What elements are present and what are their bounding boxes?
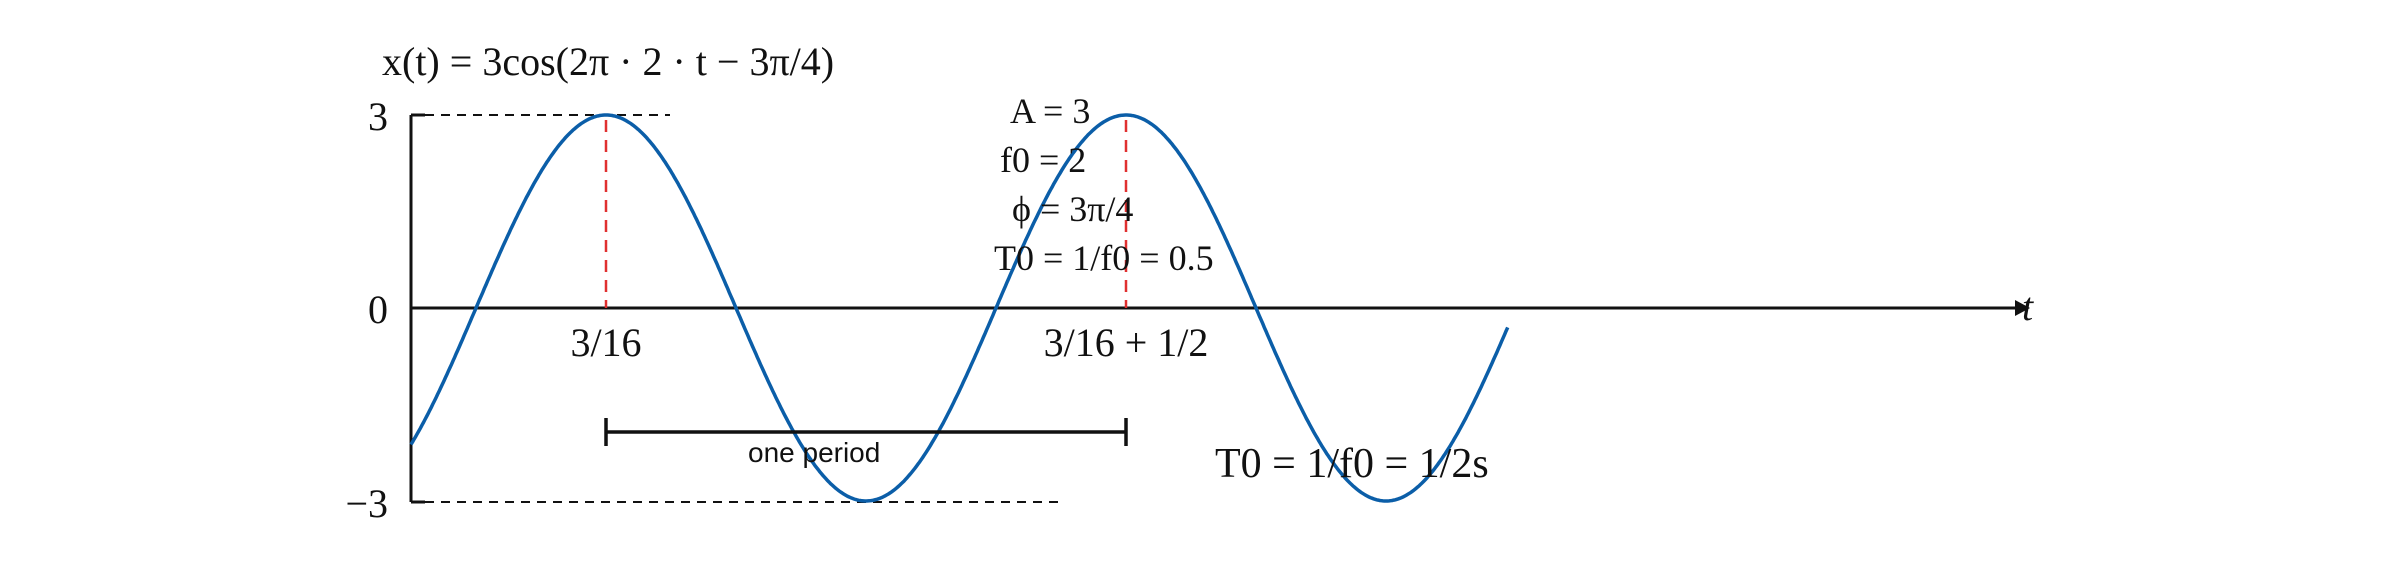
period-label: one period [748,437,880,468]
ytick-label-neg3: −3 [345,481,388,526]
sinusoid-curve [409,113,1510,503]
x-axis-label: t [2022,284,2034,329]
chart-title: x(t) = 3cos(2π · 2 · t − 3π/4) [382,39,834,84]
peak-label: 3/16 [570,320,641,365]
x-axis-arrow [2015,300,2030,316]
param-phase: ϕ = 3π/4 [1012,189,1133,229]
ytick-label-3: 3 [368,94,388,139]
param-frequency: f0 = 2 [1000,140,1086,180]
param-period: T0 = 1/f0 = 0.5 [994,238,1214,278]
peak-label: 3/16 + 1/2 [1044,320,1209,365]
param-amplitude: A = 3 [1010,91,1090,131]
period-formula: T0 = 1/f0 = 1/2s [1215,441,1489,487]
ytick-label-0: 0 [368,287,388,332]
